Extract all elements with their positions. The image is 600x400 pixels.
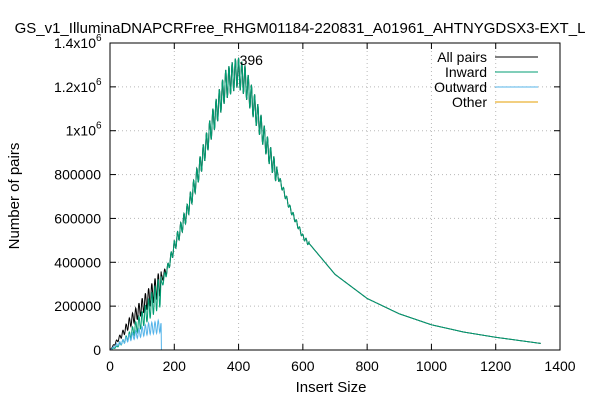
- y-tick-exponent: 6: [96, 121, 102, 132]
- x-tick-labels: 0 200 400 600 800 1000 1200 1400: [106, 358, 576, 374]
- y-tick-label: 600000: [54, 210, 101, 226]
- x-axis-title: Insert Size: [296, 379, 367, 396]
- y-tick-base: 400000: [54, 254, 101, 270]
- x-tick-label: 800: [355, 358, 379, 374]
- y-tick-label: 1.4x10: [54, 35, 96, 51]
- y-tick-label: 0: [93, 342, 101, 358]
- y-tick-base: 600000: [54, 210, 101, 226]
- legend-label: Other: [452, 94, 487, 110]
- x-tick-label: 1200: [480, 358, 511, 374]
- y-tick-label: 400000: [54, 254, 101, 270]
- peak-annotation: 396: [240, 52, 264, 68]
- y-tick-label: 800000: [54, 167, 101, 183]
- y-tick-label: 1x10: [66, 123, 97, 139]
- y-tick-base: 0: [93, 342, 101, 358]
- x-tick-label: 0: [106, 358, 114, 374]
- chart-title: GS_v1_IlluminaDNAPCRFree_RHGM01184-22083…: [15, 20, 586, 37]
- x-tick-label: 1400: [544, 358, 575, 374]
- x-tick-label: 400: [227, 358, 251, 374]
- x-tick-label: 1000: [416, 358, 447, 374]
- x-tick-label: 200: [163, 358, 187, 374]
- legend-label: Outward: [434, 79, 487, 95]
- y-tick-label: 200000: [54, 298, 101, 314]
- y-tick-base: 800000: [54, 167, 101, 183]
- y-tick-exponent: 6: [96, 77, 102, 88]
- y-tick-exponent: 6: [96, 33, 102, 44]
- axis-ticks: [109, 42, 561, 351]
- series-line-inward: [109, 57, 541, 351]
- y-tick-base: 1x10: [66, 123, 97, 139]
- y-tick-base: 1.2x10: [54, 79, 96, 95]
- y-tick-base: 1.4x10: [54, 35, 96, 51]
- x-tick-label: 600: [291, 358, 315, 374]
- grid-lines: [110, 43, 560, 350]
- legend-label: All pairs: [437, 49, 487, 65]
- y-tick-base: 200000: [54, 298, 101, 314]
- y-tick-label: 1.2x10: [54, 79, 96, 95]
- legend-label: Inward: [445, 64, 487, 80]
- y-axis-title: Number of pairs: [6, 143, 23, 250]
- plot-frame: [109, 42, 561, 351]
